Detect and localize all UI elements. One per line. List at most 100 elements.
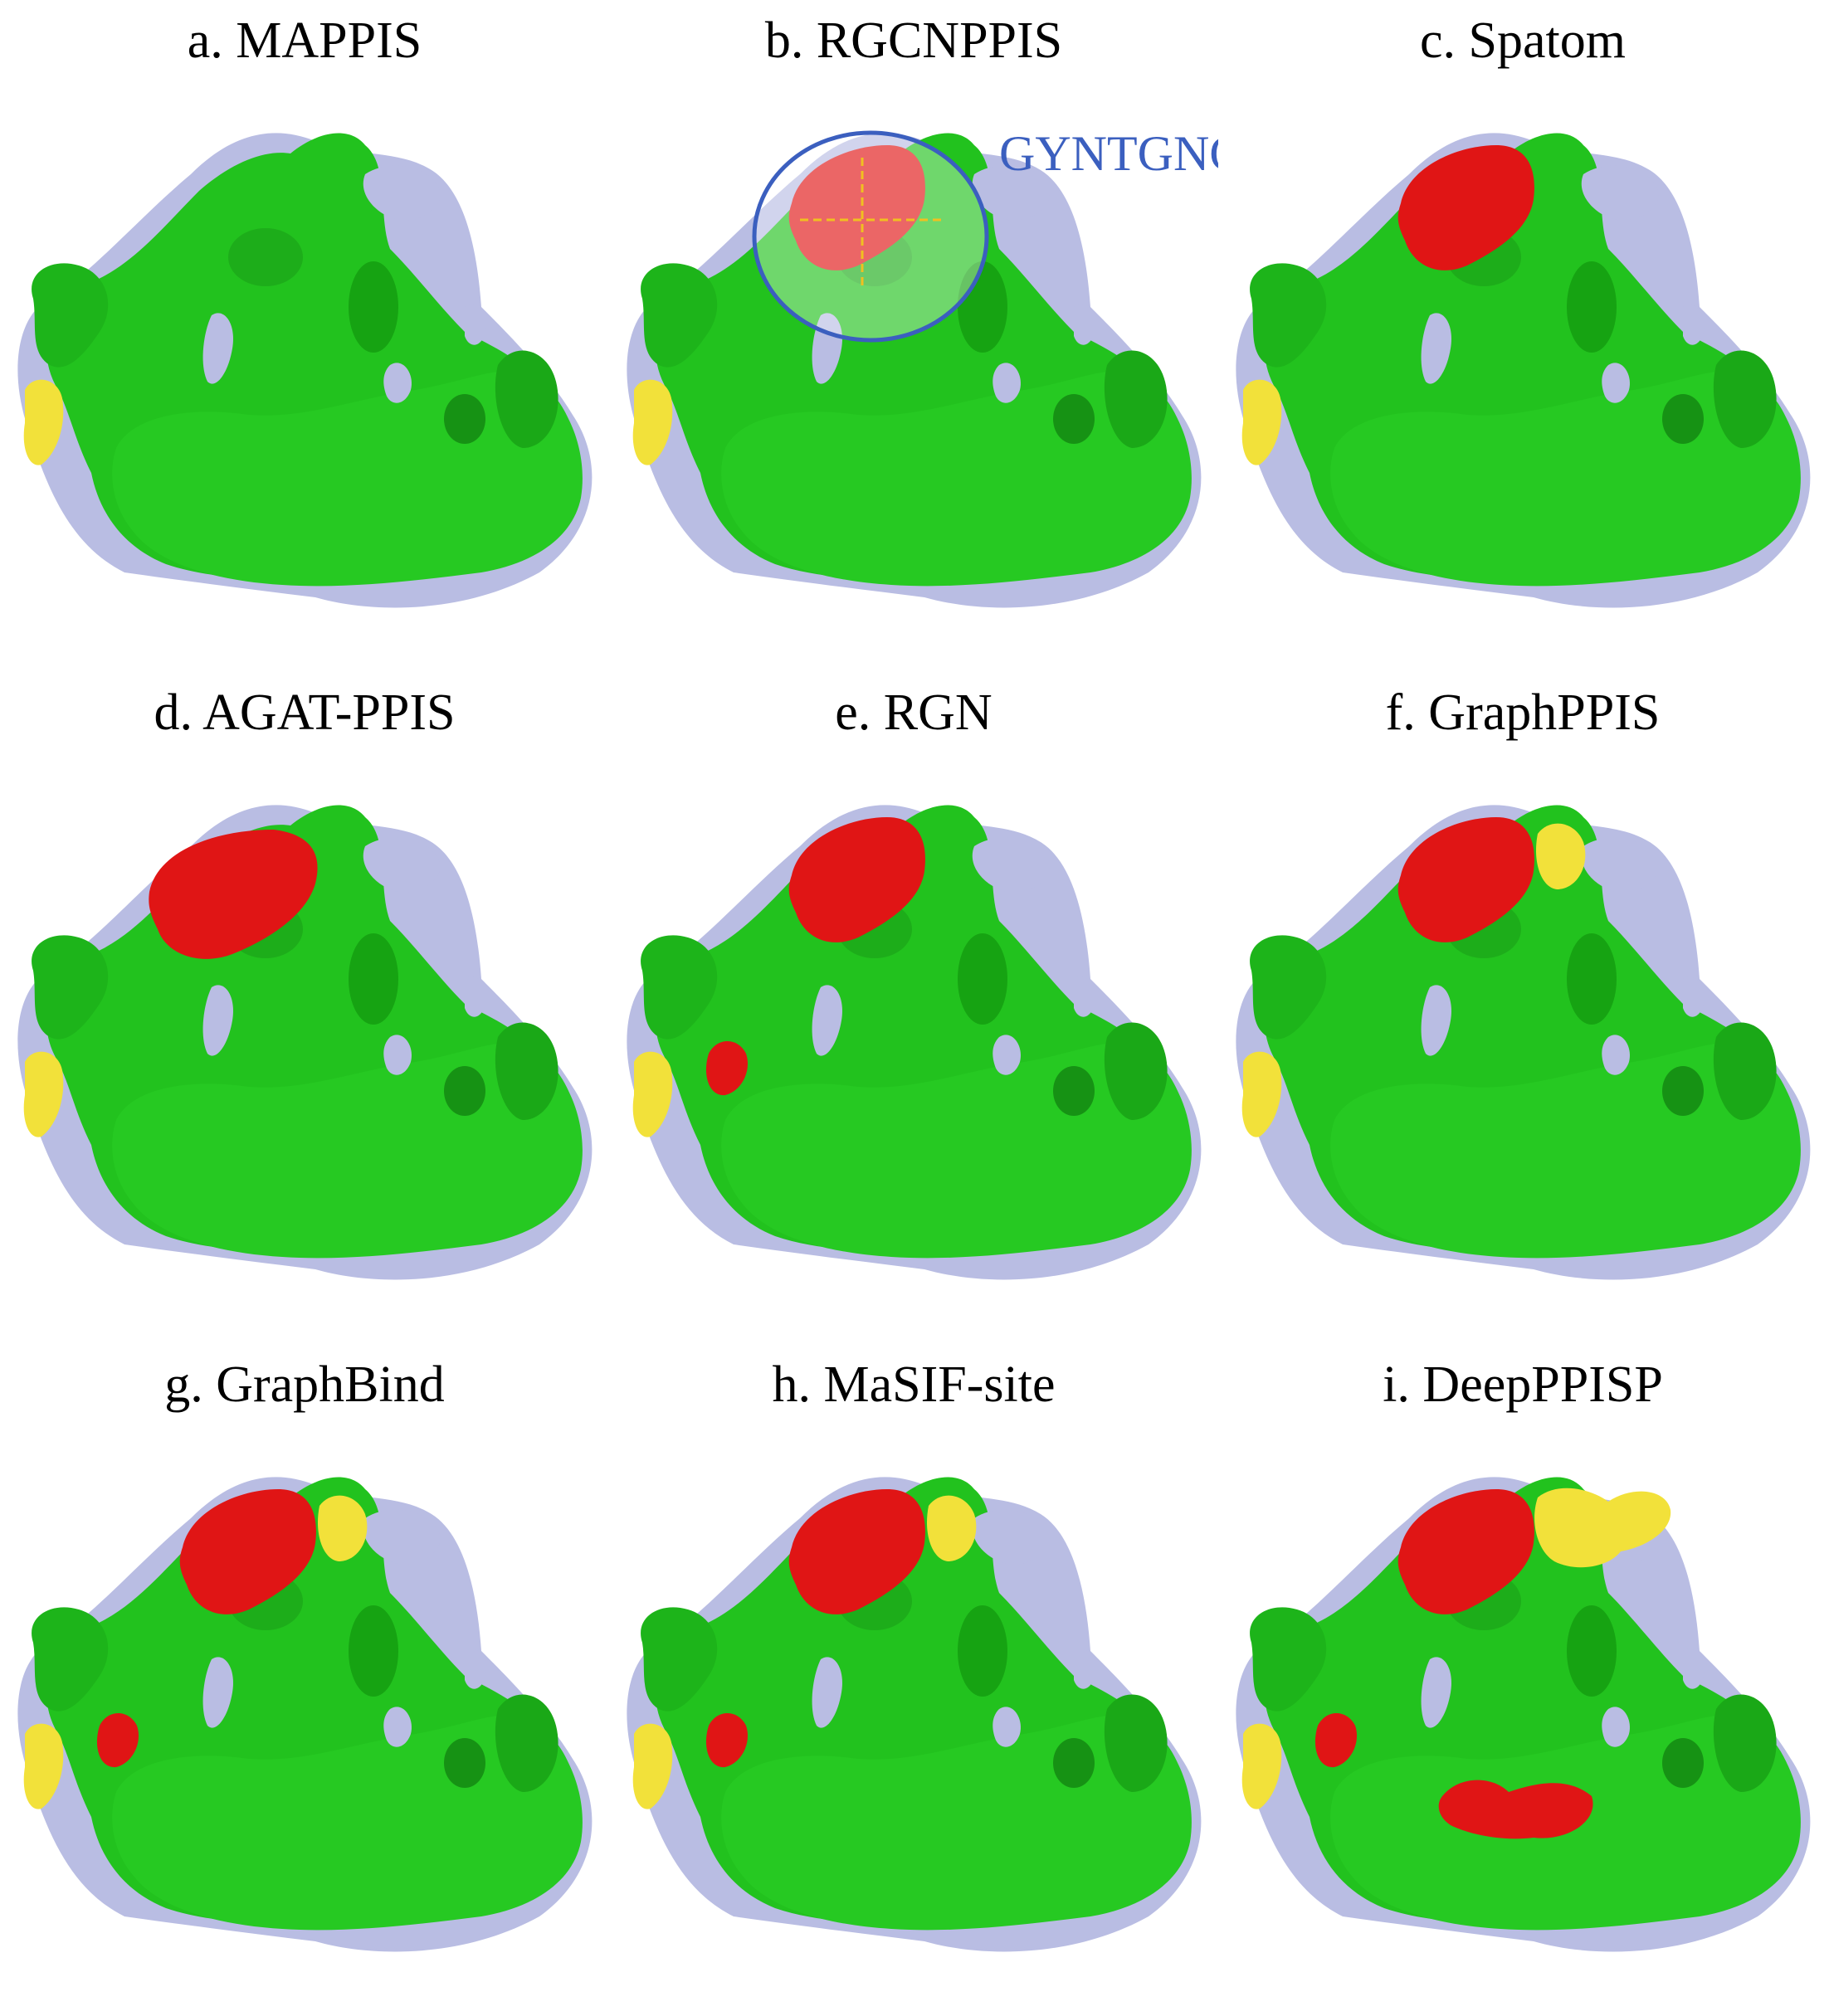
highlight-top-red bbox=[788, 145, 925, 270]
protein-surface bbox=[1236, 805, 1811, 1280]
surface-left-knob bbox=[641, 1607, 718, 1712]
surface-shade bbox=[444, 1738, 485, 1788]
surface-shade bbox=[958, 1605, 1007, 1697]
surface-gap bbox=[1602, 1035, 1630, 1075]
highlight-left-red bbox=[1314, 1713, 1358, 1768]
surface-gap bbox=[465, 976, 486, 1017]
surface-left-knob bbox=[1250, 935, 1327, 1040]
panel-c: c. Spatom bbox=[1218, 0, 1827, 672]
surface-gap bbox=[202, 1657, 233, 1728]
surface-gap bbox=[202, 985, 233, 1056]
surface-shade bbox=[1053, 394, 1095, 444]
surface-gap bbox=[1421, 985, 1451, 1056]
surface-gap bbox=[972, 1509, 1050, 1565]
panel-h: h. MaSIF-site bbox=[609, 1344, 1218, 2016]
highlight-top-red bbox=[1397, 1489, 1534, 1614]
highlight-top-yellow bbox=[1535, 823, 1586, 889]
surface-gap bbox=[993, 1035, 1021, 1075]
surface-shade bbox=[1662, 1738, 1704, 1788]
surface-gap bbox=[1683, 976, 1705, 1017]
surface-shade bbox=[1053, 1066, 1095, 1116]
highlight-left-red bbox=[705, 1713, 749, 1768]
highlight-left-yellow bbox=[632, 1723, 673, 1809]
panel-f: f. GraphPPIS bbox=[1218, 672, 1827, 1344]
surface-shade bbox=[1662, 1066, 1704, 1116]
protein-surface bbox=[17, 1477, 593, 1952]
panel-title: d. AGAT-PPIS bbox=[154, 684, 456, 741]
surface-gap bbox=[1074, 304, 1095, 345]
surface-left-knob bbox=[641, 935, 718, 1040]
highlight-left-yellow bbox=[23, 1051, 64, 1137]
panel-b: b. RGCNPPIS bbox=[609, 0, 1218, 672]
surface-gap bbox=[363, 837, 441, 893]
surface-gap bbox=[1602, 1707, 1630, 1747]
surface-left-knob bbox=[32, 935, 109, 1040]
panel-title: a. MAPPIS bbox=[187, 12, 422, 69]
highlight-left-yellow bbox=[632, 379, 673, 465]
surface-gap bbox=[1421, 313, 1451, 384]
surface-shade bbox=[349, 261, 398, 353]
surface-gap bbox=[993, 1707, 1021, 1747]
surface-gap bbox=[1074, 976, 1095, 1017]
panel-title: c. Spatom bbox=[1420, 12, 1626, 69]
panel-i: i. DeepPPISP bbox=[1218, 1344, 1827, 2016]
highlight-left-yellow bbox=[1241, 379, 1282, 465]
surface-right-ridge bbox=[1104, 1022, 1168, 1120]
surface-gap bbox=[202, 313, 233, 384]
highlight-left-yellow bbox=[23, 379, 64, 465]
protein-surface bbox=[1236, 133, 1811, 608]
surface-gap bbox=[812, 985, 842, 1056]
highlight-top-red bbox=[788, 1489, 925, 1614]
protein-surface: GYNTGNG bbox=[627, 126, 1218, 608]
highlight-left-yellow bbox=[632, 1051, 673, 1137]
highlight-top-yellow bbox=[926, 1495, 977, 1561]
panel-title: g. GraphBind bbox=[164, 1356, 445, 1413]
surface-shade bbox=[1567, 1605, 1617, 1697]
highlight-center-red bbox=[1438, 1780, 1593, 1839]
surface-right-ridge bbox=[1713, 350, 1777, 448]
surface-gap bbox=[465, 304, 486, 345]
surface-right-ridge bbox=[1713, 1022, 1777, 1120]
surface-gap bbox=[383, 363, 412, 403]
surface-gap bbox=[993, 363, 1021, 403]
surface-gap bbox=[1074, 1648, 1095, 1689]
surface-left-knob bbox=[641, 263, 718, 368]
highlight-top-red bbox=[788, 817, 925, 942]
highlight-left-red bbox=[705, 1041, 749, 1096]
surface-gap bbox=[972, 837, 1050, 893]
surface-shade bbox=[1567, 261, 1617, 353]
surface-shade bbox=[1053, 1738, 1095, 1788]
surface-gap bbox=[1581, 837, 1659, 893]
surface-right-ridge bbox=[495, 350, 558, 448]
surface-right-ridge bbox=[495, 1022, 558, 1120]
surface-gap bbox=[1683, 304, 1705, 345]
surface-right-ridge bbox=[1104, 1694, 1168, 1792]
surface-shade bbox=[1662, 394, 1704, 444]
panel-title: b. RGCNPPIS bbox=[764, 12, 1063, 69]
surface-gap bbox=[1421, 1657, 1451, 1728]
panel-g: g. GraphBind bbox=[0, 1344, 609, 2016]
surface-shade bbox=[349, 933, 398, 1025]
highlight-left-yellow bbox=[23, 1723, 64, 1809]
surface-gap bbox=[383, 1035, 412, 1075]
surface-shade bbox=[349, 1605, 398, 1697]
surface-left-knob bbox=[32, 263, 109, 368]
surface-right-ridge bbox=[1104, 350, 1168, 448]
surface-shade bbox=[958, 933, 1007, 1025]
highlight-left-yellow bbox=[1241, 1723, 1282, 1809]
highlight-top-yellow-big bbox=[1534, 1488, 1671, 1568]
panel-a: a. MAPPIS bbox=[0, 0, 609, 672]
highlight-top-red bbox=[179, 1489, 316, 1614]
surface-gap bbox=[972, 165, 1050, 221]
highlight-top-yellow bbox=[317, 1495, 368, 1561]
surface-gap bbox=[1581, 165, 1659, 221]
protein-surface bbox=[17, 133, 593, 608]
surface-gap bbox=[363, 165, 441, 221]
surface-gap bbox=[465, 1648, 486, 1689]
surface-gap bbox=[1602, 363, 1630, 403]
protein-surface bbox=[627, 1477, 1202, 1952]
highlight-top-red-left bbox=[149, 830, 318, 959]
panel-title: f. GraphPPIS bbox=[1385, 684, 1661, 741]
surface-left-knob bbox=[32, 1607, 109, 1712]
panel-e: e. RGN bbox=[609, 672, 1218, 1344]
